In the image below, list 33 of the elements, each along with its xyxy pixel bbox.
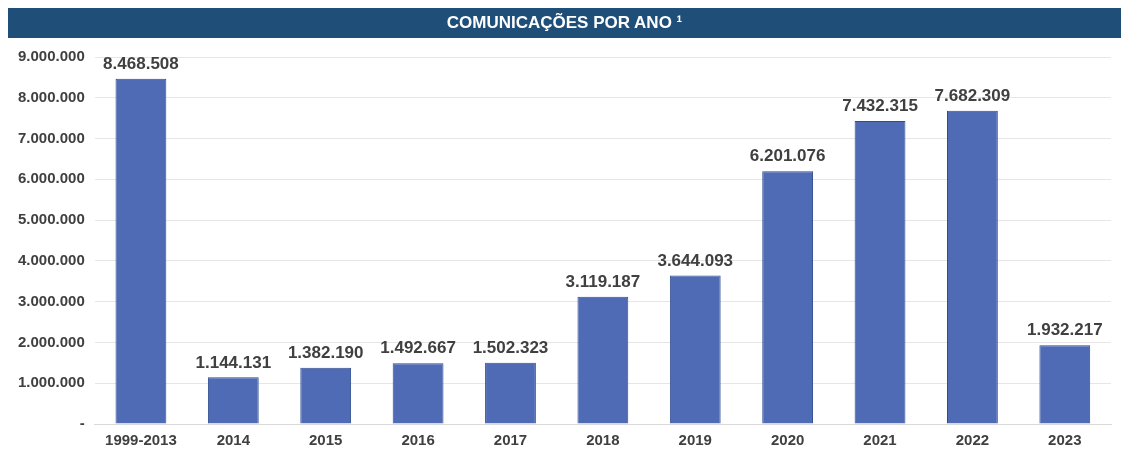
- y-tick-label: 4.000.000: [18, 251, 85, 269]
- data-label: 7.682.309: [934, 85, 1011, 105]
- y-tick-label: 9.000.000: [18, 47, 85, 65]
- data-label: 1.502.323: [472, 337, 549, 357]
- x-tick-label: 2018: [586, 431, 620, 449]
- x-tick-label: 2023: [1048, 431, 1082, 449]
- x-tick-label: 2021: [863, 431, 897, 449]
- x-tick-label: 2016: [401, 431, 435, 449]
- x-tick-label: 2017: [493, 431, 528, 449]
- y-tick-label: -: [79, 414, 85, 432]
- x-tick-label: 2019: [678, 431, 712, 449]
- data-label: 7.432.315: [842, 96, 918, 116]
- x-tick-label: 2014: [216, 431, 251, 449]
- data-label: 1.492.667: [380, 338, 456, 358]
- data-label: 3.119.187: [565, 271, 641, 291]
- data-label: 1.144.131: [195, 352, 272, 372]
- y-tick-label: 2.000.000: [18, 332, 85, 350]
- y-tick-label: 6.000.000: [18, 169, 85, 187]
- y-tick-label: 3.000.000: [18, 291, 85, 309]
- y-tick-label: 5.000.000: [18, 210, 85, 228]
- data-label: 1.382.190: [287, 342, 364, 362]
- data-label: 1.932.217: [1026, 320, 1103, 340]
- y-tick-label: 8.000.000: [18, 87, 85, 105]
- chart-title: COMUNICAÇÕES POR ANO ¹: [8, 8, 1121, 38]
- x-tick-label: 2015: [309, 431, 343, 449]
- x-tick-label: 1999-2013: [105, 431, 177, 449]
- x-tick-label: 2022: [955, 431, 990, 449]
- y-tick-label: 7.000.000: [18, 128, 85, 146]
- data-label: 6.201.076: [749, 146, 826, 166]
- y-tick-label: 1.000.000: [18, 373, 85, 391]
- data-label: 3.644.093: [657, 250, 734, 270]
- x-tick-label: 2020: [770, 431, 805, 449]
- data-label: 8.468.508: [103, 53, 179, 73]
